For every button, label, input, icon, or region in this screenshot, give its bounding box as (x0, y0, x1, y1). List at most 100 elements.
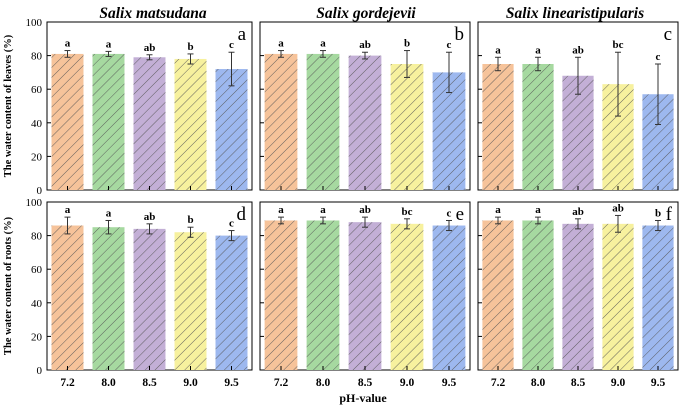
x-tick-label: 9.0 (400, 377, 415, 389)
significance-letter: b (655, 207, 661, 219)
x-tick-label: 9.0 (611, 377, 626, 389)
significance-letter: ab (144, 42, 156, 54)
x-tick-label: 8.0 (531, 377, 546, 389)
bar (482, 220, 514, 370)
bar (133, 228, 166, 370)
bar (133, 57, 166, 190)
y-tick-label: 40 (31, 298, 43, 310)
y-tick-label: 20 (31, 331, 43, 343)
significance-letter: a (320, 38, 326, 50)
y-tick-label: 100 (26, 17, 43, 29)
x-tick-label: 8.0 (316, 377, 331, 389)
y-tick-label: 80 (31, 51, 43, 63)
y-tick-label: 80 (31, 231, 43, 243)
panel-b: a a ab b cb (259, 21, 471, 191)
significance-letter: ab (612, 202, 624, 214)
bar (522, 220, 554, 370)
significance-letter: a (106, 207, 112, 219)
bar (92, 53, 125, 190)
y-tick-label: 0 (37, 365, 43, 377)
bar (522, 64, 554, 190)
species-title-3: Salix linearistipularis (506, 5, 644, 22)
panel-letter: a (238, 24, 247, 45)
significance-letter: ab (572, 44, 584, 56)
panel-letter: d (237, 204, 247, 225)
bar (602, 223, 634, 370)
x-tick-label: 9.0 (183, 377, 198, 389)
panel-c: a a ab bc cc (477, 21, 679, 191)
bar (562, 223, 594, 370)
y-tick-label: 20 (31, 151, 43, 163)
bar (174, 232, 207, 370)
significance-letter: a (65, 38, 71, 50)
x-tick-label: 8.5 (358, 377, 373, 389)
significance-letter: a (495, 44, 501, 56)
bar (482, 64, 514, 190)
x-tick-label: 9.5 (224, 377, 239, 389)
significance-letter: ab (572, 206, 584, 218)
significance-letter: c (229, 39, 234, 51)
x-tick-label: 7.2 (60, 377, 75, 389)
ylabel-leaves: The water content of leaves (%) (3, 34, 14, 177)
significance-letter: bc (613, 39, 624, 51)
panel-letter: b (455, 24, 465, 45)
panel-d: 0 20 40 60 80 100 a 7.2 a 8.0 ab 8.5 b 9.0 c 9.5 d (26, 197, 253, 389)
significance-letter: c (229, 218, 234, 230)
panel-letter: e (456, 204, 464, 225)
bar (264, 53, 298, 190)
bar (92, 227, 125, 370)
y-tick-label: 40 (31, 118, 43, 130)
ylabel-roots: The water content of roots (%) (3, 216, 14, 355)
bar (306, 53, 340, 190)
bar (432, 225, 466, 370)
significance-letter: a (106, 38, 112, 50)
significance-letter: a (320, 204, 326, 216)
bar (348, 222, 382, 370)
significance-letter: c (447, 39, 452, 51)
xlabel: pH-value (339, 391, 387, 405)
x-tick-label: 9.5 (442, 377, 457, 389)
species-title-2: Salix gordejevii (316, 5, 416, 22)
bar (348, 55, 382, 190)
significance-letter: bc (402, 206, 413, 218)
x-tick-label: 8.5 (571, 377, 586, 389)
bar (562, 75, 594, 190)
bar (51, 225, 84, 370)
x-tick-label: 7.2 (274, 377, 289, 389)
bar (215, 235, 248, 370)
significance-letter: c (447, 207, 452, 219)
bar (306, 220, 340, 370)
y-tick-label: 60 (31, 264, 43, 276)
y-tick-label: 60 (31, 84, 43, 96)
bar (51, 53, 84, 190)
significance-letter: a (535, 44, 541, 56)
significance-letter: a (495, 204, 501, 216)
significance-letter: a (278, 38, 284, 50)
panel-e: a 7.2 a 8.0 ab 8.5 bc 9.0 c 9.5 e (259, 201, 471, 389)
y-tick-label: 0 (37, 185, 43, 197)
bar (264, 220, 298, 370)
significance-letter: b (187, 41, 193, 53)
panel-letter: f (666, 204, 673, 225)
significance-letter: a (278, 204, 284, 216)
significance-letter: c (656, 51, 661, 63)
panel-letter: c (664, 24, 672, 45)
significance-letter: a (65, 204, 71, 216)
bar (390, 64, 424, 190)
bar (174, 58, 207, 191)
x-tick-label: 9.5 (651, 377, 666, 389)
bar (215, 69, 248, 190)
y-tick-label: 100 (26, 197, 43, 209)
significance-letter: b (187, 214, 193, 226)
bar (390, 223, 424, 370)
species-title-1: Salix matsudana (99, 5, 206, 22)
x-tick-label: 8.5 (142, 377, 157, 389)
bar (642, 225, 674, 370)
x-tick-label: 7.2 (491, 377, 506, 389)
significance-letter: ab (359, 39, 371, 51)
significance-letter: b (404, 38, 410, 50)
x-tick-label: 8.0 (101, 377, 116, 389)
significance-letter: ab (144, 211, 156, 223)
